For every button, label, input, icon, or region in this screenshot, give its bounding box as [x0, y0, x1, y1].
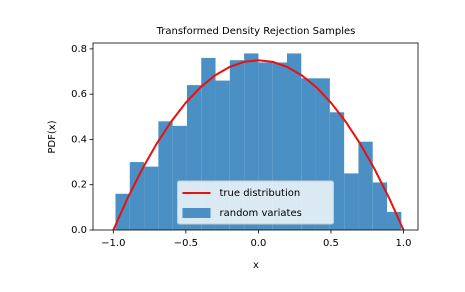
plot-frame: [92, 42, 419, 231]
histogram-bar: [129, 162, 145, 230]
y-tick-label: 0.2: [71, 180, 87, 191]
histogram-bar: [372, 182, 388, 230]
y-tick-label: 0.8: [71, 44, 87, 55]
legend-box: [177, 180, 334, 225]
legend-label: true distribution: [220, 188, 301, 199]
x-tick-label: −0.5: [174, 238, 198, 249]
histogram-bar: [158, 121, 173, 230]
y-axis-label: PDF(x): [47, 120, 58, 153]
histogram-bar: [144, 166, 159, 230]
y-tick-label: 0.0: [71, 225, 87, 236]
line: [112, 59, 405, 231]
y-tick-label: 0.4: [71, 134, 87, 145]
x-tick-label: 0.0: [250, 238, 266, 249]
legend-patch: [182, 208, 211, 218]
x-tick-label: −1.0: [101, 238, 125, 249]
chart-title: Transformed Density Rejection Samples: [156, 26, 356, 37]
legend-label: random variates: [220, 208, 302, 219]
histogram-bar: [344, 173, 359, 230]
x-tick-label: 0.5: [323, 238, 339, 249]
x-axis-label: x: [253, 260, 259, 271]
histogram-bar: [358, 141, 373, 230]
x-tick-label: 1.0: [396, 238, 412, 249]
y-tick-label: 0.6: [71, 89, 87, 100]
